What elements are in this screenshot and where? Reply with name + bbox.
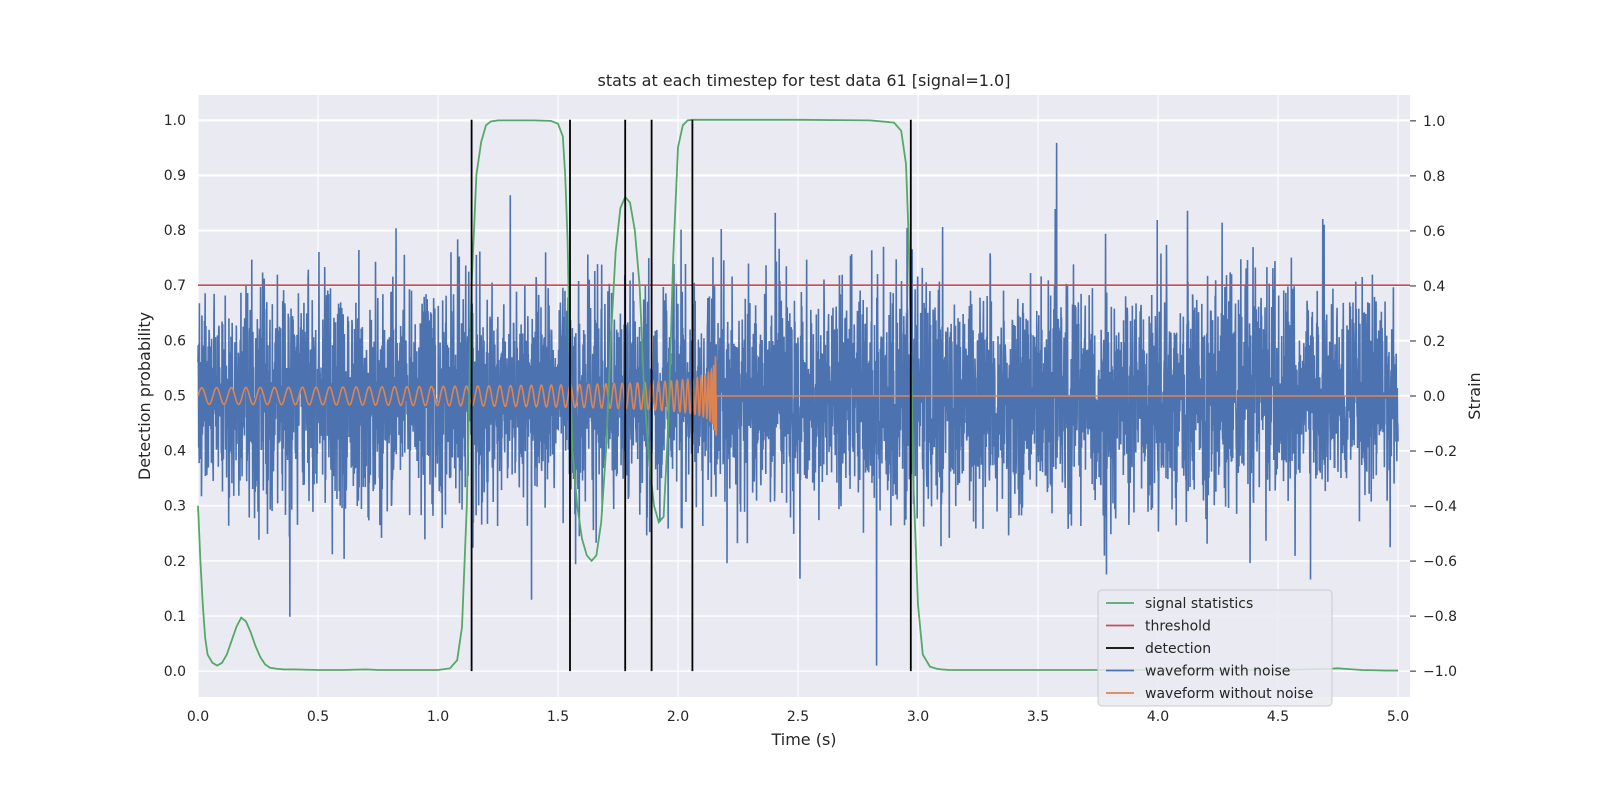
x-tick-label: 0.5 <box>307 709 329 725</box>
series-layer <box>197 118 1410 672</box>
legend: signal statistics threshold detection wavef… <box>1097 589 1333 707</box>
x-tick-label: 4.0 <box>1147 709 1169 725</box>
y-tick-label: 0.4 <box>164 444 186 460</box>
left-y-ticks: 0.0 0.1 0.2 0.3 0.4 0.5 0.6 0.7 0.8 0.9 1.0 <box>164 113 186 680</box>
chart-title: stats at each timestep for test data 61 … <box>598 71 1011 90</box>
legend-label: waveform with noise <box>1145 664 1290 680</box>
y2-tick-label: 0.8 <box>1423 169 1445 185</box>
y2-tick-label: 1.0 <box>1423 114 1445 130</box>
legend-label: detection <box>1145 641 1211 657</box>
y-tick-label: 0.9 <box>164 168 186 184</box>
x-axis-label: Time (s) <box>770 730 836 749</box>
x-tick-label: 1.0 <box>427 709 449 725</box>
y-tick-label: 0.2 <box>164 554 186 570</box>
right-y-ticks: −1.0 −0.8 −0.6 −0.4 −0.2 0.0 0.2 0.4 0.6 0.8 1.0 <box>1410 114 1457 680</box>
waveform-without-noise-line <box>197 356 1398 436</box>
y2-tick-label: 0.0 <box>1423 389 1445 405</box>
legend-label: signal statistics <box>1145 596 1253 612</box>
y2-tick-label: 0.4 <box>1423 279 1445 295</box>
legend-label: threshold <box>1145 619 1211 635</box>
y-tick-label: 1.0 <box>164 113 186 129</box>
x-tick-label: 1.5 <box>547 709 569 725</box>
y2-tick-label: −0.8 <box>1423 609 1457 625</box>
y2-tick-label: 0.6 <box>1423 224 1445 240</box>
legend-box <box>1097 589 1333 707</box>
y2-tick-label: −0.4 <box>1423 499 1457 515</box>
waveform-with-noise-line <box>197 142 1399 666</box>
x-ticks: 0.0 0.5 1.0 1.5 2.0 2.5 3.0 3.5 4.0 4.5 5.0 <box>187 709 1409 725</box>
x-tick-label: 2.0 <box>667 709 689 725</box>
x-tick-label: 3.5 <box>1027 709 1049 725</box>
y2-tick-label: −1.0 <box>1423 664 1457 680</box>
signal-statistics-line <box>197 118 1398 672</box>
x-tick-label: 4.5 <box>1267 709 1289 725</box>
y-axis-label: Detection probability <box>135 312 154 480</box>
y2-tick-label: −0.6 <box>1423 554 1457 570</box>
y-tick-label: 0.8 <box>164 223 186 239</box>
y-tick-label: 0.0 <box>164 664 186 680</box>
legend-label: waveform without noise <box>1145 686 1313 702</box>
x-tick-label: 0.0 <box>187 709 209 725</box>
x-tick-label: 2.5 <box>787 709 809 725</box>
x-tick-label: 5.0 <box>1387 709 1409 725</box>
x-tick-label: 3.0 <box>907 709 929 725</box>
y-tick-label: 0.3 <box>164 499 186 515</box>
y-tick-label: 0.7 <box>164 278 186 294</box>
y-tick-label: 0.1 <box>164 609 186 625</box>
y2-tick-label: −0.2 <box>1423 444 1457 460</box>
y-tick-label: 0.6 <box>164 333 186 349</box>
y-tick-label: 0.5 <box>164 388 186 404</box>
y2-axis-label: Strain <box>1465 372 1484 419</box>
y2-tick-label: 0.2 <box>1423 334 1445 350</box>
